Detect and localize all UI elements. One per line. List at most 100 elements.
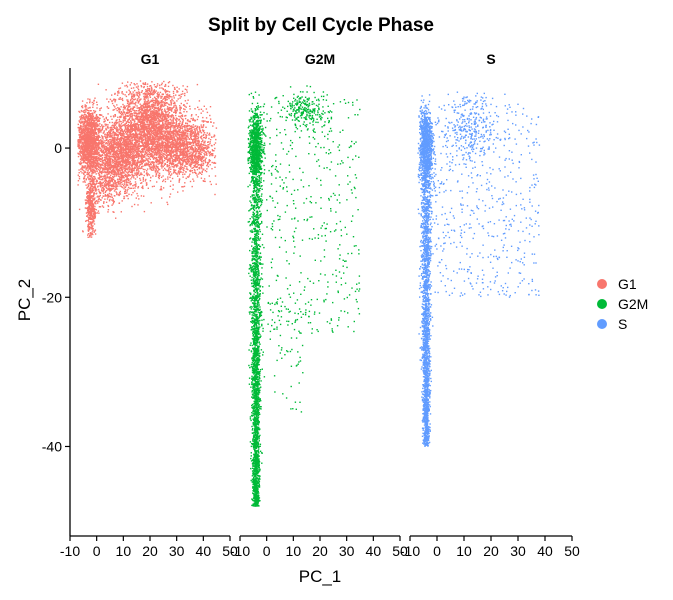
data-point (144, 152, 146, 154)
data-point (106, 143, 109, 145)
data-point (99, 136, 101, 139)
data-point (162, 105, 164, 107)
data-point (122, 176, 125, 178)
data-point (82, 138, 84, 140)
data-point (104, 134, 106, 136)
data-point (141, 162, 143, 165)
data-point (90, 126, 92, 128)
data-point (104, 163, 107, 166)
data-point (119, 167, 122, 169)
data-point (115, 182, 118, 184)
data-point (117, 156, 120, 158)
data-point (89, 113, 92, 115)
data-point (141, 140, 143, 142)
data-point (98, 140, 101, 142)
data-point (128, 118, 130, 120)
data-point (83, 111, 85, 113)
data-point (127, 134, 129, 136)
data-point (81, 105, 84, 107)
data-point (146, 170, 148, 172)
data-point (129, 150, 131, 152)
data-point (107, 148, 110, 150)
data-point (89, 122, 91, 124)
data-point (85, 158, 87, 161)
data-point (107, 164, 109, 166)
data-point (91, 141, 93, 143)
data-point (129, 132, 132, 135)
data-point (126, 148, 128, 151)
data-point (99, 150, 101, 152)
data-point (116, 167, 119, 169)
data-point (112, 141, 115, 144)
data-point (80, 120, 82, 122)
data-point (141, 90, 143, 92)
data-point (104, 159, 106, 161)
data-point (132, 152, 134, 154)
data-point (111, 102, 114, 105)
data-point (87, 110, 90, 112)
data-point (121, 162, 124, 164)
data-point (109, 159, 111, 162)
data-point (99, 142, 101, 144)
data-point (133, 139, 135, 141)
data-point (152, 166, 154, 168)
data-point (156, 85, 158, 87)
data-point (86, 127, 89, 129)
data-point (101, 171, 104, 173)
data-point (120, 174, 122, 176)
data-point (90, 160, 92, 163)
data-point (96, 136, 98, 138)
data-point (179, 108, 181, 110)
data-point (97, 148, 99, 150)
data-point (89, 124, 92, 126)
data-point (91, 148, 93, 151)
data-point (113, 162, 115, 164)
data-point (89, 149, 91, 152)
data-point (150, 86, 153, 88)
data-point (104, 150, 106, 152)
data-point (186, 89, 188, 91)
data-point (125, 171, 127, 173)
data-point (119, 131, 122, 133)
data-point (133, 102, 136, 105)
data-point (133, 169, 135, 171)
data-point (109, 162, 112, 165)
data-point (142, 105, 144, 108)
data-point (137, 161, 139, 163)
data-point (105, 134, 108, 136)
data-point (95, 147, 98, 149)
data-point (87, 177, 89, 179)
data-point (86, 134, 88, 136)
data-point (123, 184, 125, 187)
data-point (144, 123, 147, 126)
data-point (86, 147, 88, 150)
data-point (102, 132, 104, 134)
data-point (99, 155, 102, 158)
data-point (149, 180, 152, 182)
data-point (136, 130, 139, 132)
data-point (91, 171, 94, 173)
data-point (130, 158, 132, 160)
data-point (123, 159, 125, 161)
data-point (95, 137, 98, 140)
data-point (146, 172, 148, 174)
data-point (142, 154, 144, 157)
data-point (100, 148, 103, 150)
data-point (121, 91, 123, 93)
data-point (109, 133, 111, 135)
data-point (138, 161, 140, 164)
data-point (138, 198, 140, 200)
data-point (109, 153, 111, 155)
data-point (122, 158, 124, 160)
data-point (90, 156, 92, 158)
data-point (109, 152, 111, 154)
data-point (142, 187, 144, 190)
data-point (134, 115, 136, 117)
data-point (108, 131, 110, 133)
data-point (84, 111, 86, 113)
data-point (128, 134, 130, 136)
data-point (84, 143, 86, 145)
data-point (167, 82, 170, 84)
data-point (95, 126, 97, 128)
data-point (100, 130, 102, 132)
